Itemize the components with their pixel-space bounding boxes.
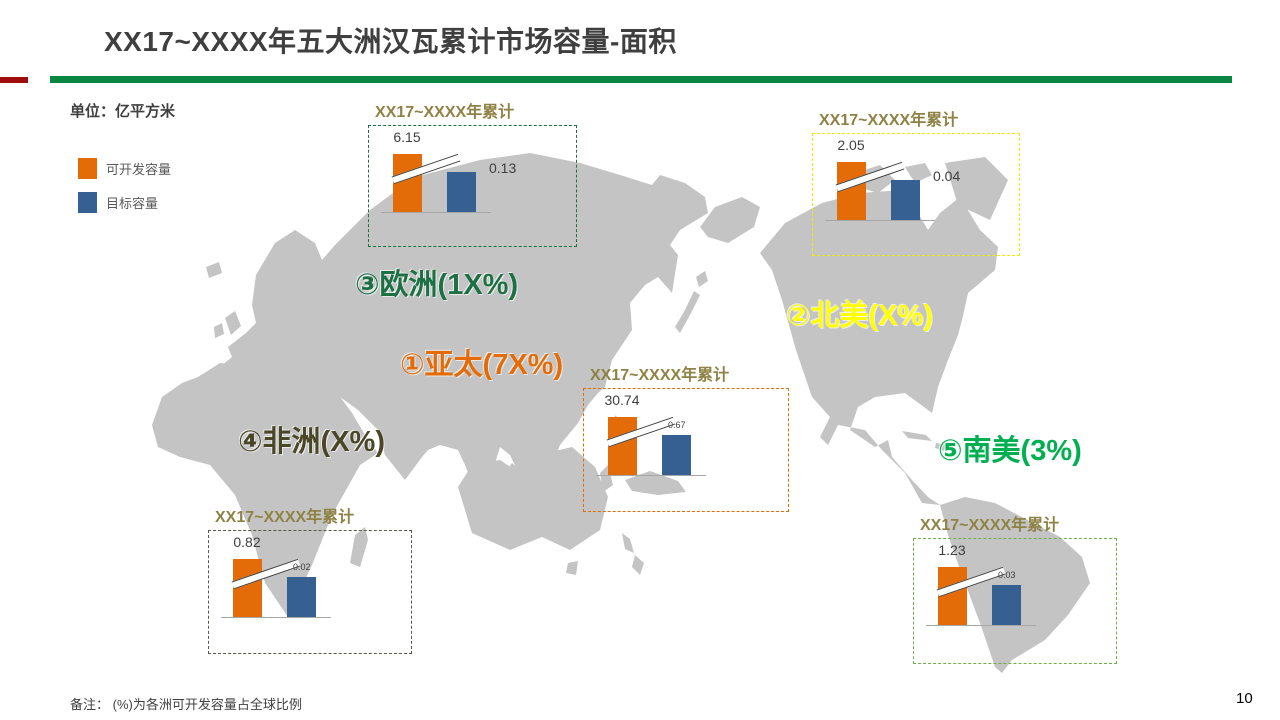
island-tasmania: [566, 561, 578, 575]
value-developable: 0.82: [233, 534, 261, 550]
island-great-britain: [225, 311, 241, 335]
header-red-dash: [0, 77, 28, 83]
bar-plot: [381, 132, 491, 213]
chart-box-asia-pacific: XX17~XXXX年累计 30.74 0.67: [583, 367, 789, 512]
chart-period-title: XX17~XXXX年累计: [590, 367, 730, 384]
header-green-divider: [50, 76, 1232, 83]
value-developable: 2.05: [837, 137, 865, 153]
island-iceland: [206, 262, 222, 278]
bar-plot: [221, 537, 331, 618]
bar-developable: [608, 417, 637, 475]
legend-item-developable: 可开发容量: [78, 158, 258, 179]
island-borneo: [565, 459, 594, 493]
bar-target: [447, 172, 476, 212]
islands-japan: [675, 271, 708, 333]
page-title: XX17~XXXX年五大洲汉瓦累计市场容量-面积: [104, 26, 677, 57]
islands-new-zealand: [622, 533, 644, 575]
chart-box-europe: XX17~XXXX年累计 6.15 0.13: [368, 104, 577, 247]
chart-box-north-america: XX17~XXXX年累计 2.05 0.04: [812, 112, 1020, 256]
legend-swatch-target: [78, 192, 97, 213]
page-number: 10: [1236, 690, 1253, 707]
legend-label-target: 目标容量: [106, 196, 159, 211]
bar-target: [992, 585, 1021, 625]
value-developable: 1.23: [938, 542, 966, 558]
value-developable: 30.74: [604, 392, 640, 408]
bar-plot: [926, 545, 1036, 626]
legend-label-developable: 可开发容量: [106, 162, 172, 177]
value-target: 0.13: [489, 160, 517, 176]
legend-item-target: 目标容量: [78, 192, 258, 213]
continent-north-america: [760, 190, 998, 505]
chart-period-title: XX17~XXXX年累计: [215, 509, 355, 526]
value-target: 0.03: [998, 570, 1016, 580]
chart-period-title: XX17~XXXX年累计: [819, 112, 959, 129]
island-new-guinea: [625, 471, 686, 495]
island-sri-lanka: [484, 509, 491, 521]
region-label-south-america: ⑤南美(3%): [938, 435, 1082, 467]
value-target: 0.04: [933, 168, 961, 184]
region-label-north-america: ②北美(X%): [786, 300, 933, 332]
bar-target: [891, 180, 920, 220]
value-developable: 6.15: [393, 129, 421, 145]
chart-box-africa: XX17~XXXX年累计 0.82 0.02: [208, 509, 412, 654]
chart-period-title: XX17~XXXX年累计: [375, 104, 515, 121]
bar-developable: [837, 162, 866, 220]
bar-developable: [233, 559, 262, 617]
continent-eurasia: [210, 153, 708, 503]
chart-period-title: XX17~XXXX年累计: [920, 517, 1060, 534]
bar-developable: [393, 154, 422, 212]
bar-plot: [825, 140, 935, 221]
islands-caribbean: [902, 431, 946, 451]
region-label-asia-pacific: ①亚太(7X%): [400, 349, 564, 381]
bar-developable: [938, 567, 967, 625]
value-target: 0.02: [293, 562, 311, 572]
region-label-europe: ③欧洲(1X%): [355, 269, 519, 301]
legend: 可开发容量 目标容量: [78, 158, 258, 226]
bar-target: [662, 435, 691, 475]
island-madagascar: [350, 527, 368, 567]
chart-box-south-america: XX17~XXXX年累计 1.23 0.03: [913, 517, 1117, 664]
legend-swatch-developable: [78, 158, 97, 179]
continent-africa: [152, 363, 378, 617]
bar-target: [287, 577, 316, 617]
value-target: 0.67: [668, 420, 686, 430]
island-sumatra: [506, 463, 540, 501]
island-sulawesi: [600, 465, 613, 492]
island-ireland: [214, 323, 224, 338]
island-java: [538, 507, 574, 517]
bar-plot: [596, 395, 706, 476]
region-label-africa: ④非洲(X%): [238, 426, 385, 458]
island-greenland: [945, 157, 1008, 220]
unit-label: 单位：亿平方米: [70, 103, 176, 120]
footnote: 备注： (%)为各洲可开发容量占全球比例: [70, 697, 302, 712]
region-alaska: [700, 197, 760, 243]
